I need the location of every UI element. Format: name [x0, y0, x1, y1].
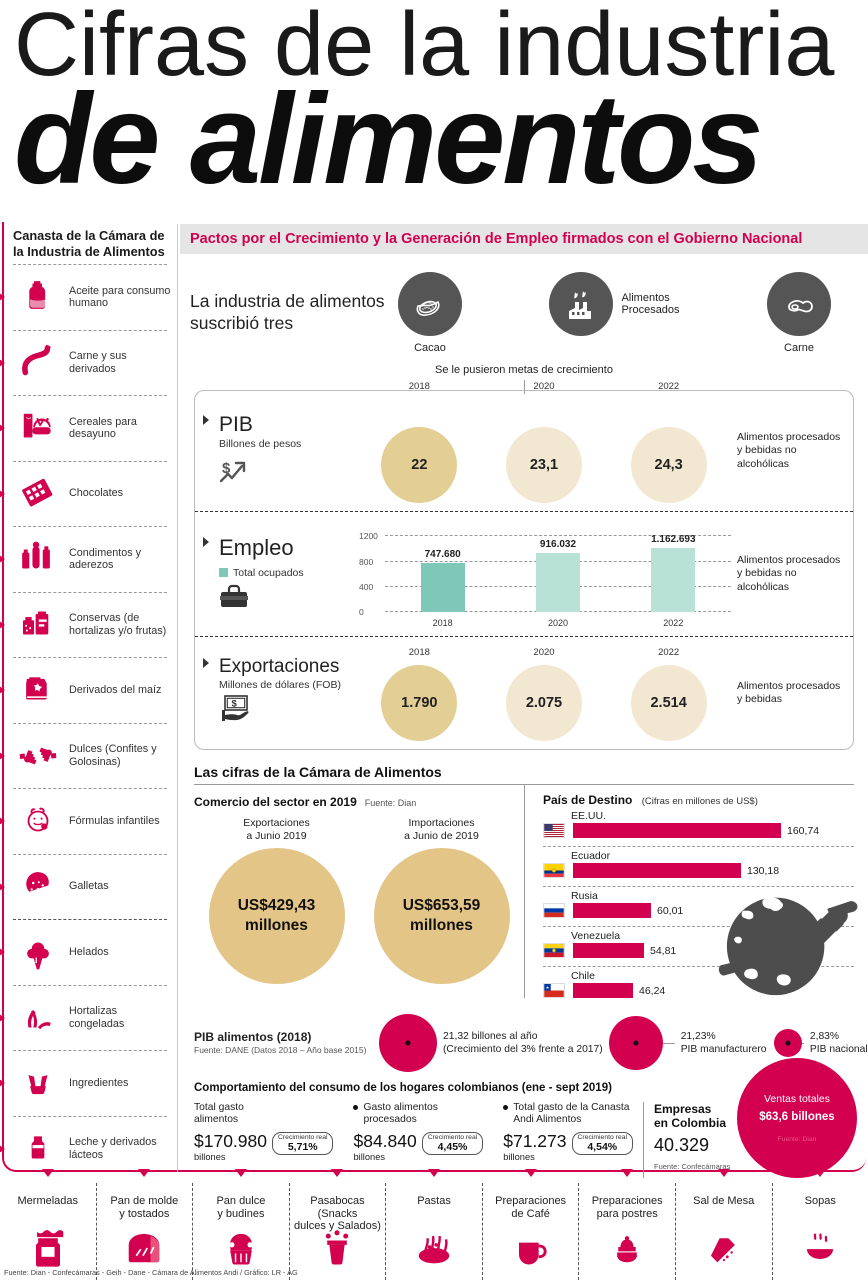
svg-text:$: $ [222, 460, 231, 477]
svg-text:$: $ [232, 698, 238, 709]
